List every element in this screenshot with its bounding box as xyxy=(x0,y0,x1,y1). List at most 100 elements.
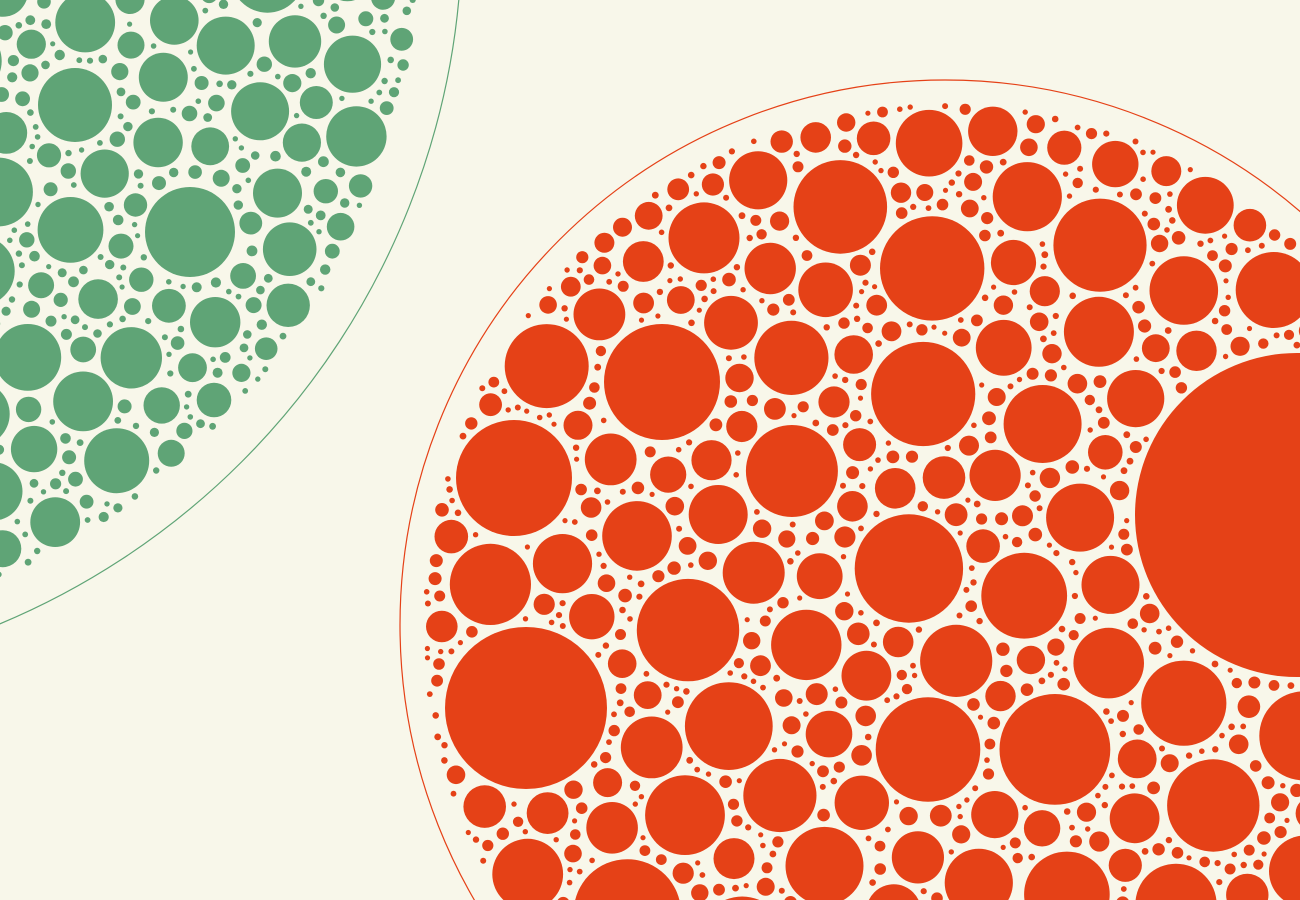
packed-circle xyxy=(133,117,183,168)
packed-circle xyxy=(955,191,963,198)
packed-circle xyxy=(855,705,876,727)
packed-circle xyxy=(754,509,760,515)
packed-circle xyxy=(371,0,395,10)
packed-circle xyxy=(987,388,1006,406)
packed-circle xyxy=(1103,708,1110,715)
packed-circle xyxy=(1271,793,1290,812)
packed-circle xyxy=(60,163,76,179)
packed-circle xyxy=(981,294,989,302)
packed-circle xyxy=(1167,759,1260,852)
packed-circle xyxy=(1028,527,1043,542)
packed-circle xyxy=(746,394,759,407)
packed-circle xyxy=(1152,843,1165,856)
packed-circle xyxy=(1073,627,1144,699)
packed-circle xyxy=(1052,312,1059,320)
packed-circle xyxy=(976,617,983,625)
packed-circle xyxy=(1158,367,1165,375)
packed-circle xyxy=(424,600,431,607)
packed-circle xyxy=(751,138,757,145)
packed-circle xyxy=(1074,124,1081,131)
packed-circle xyxy=(28,272,55,299)
packed-circle xyxy=(548,619,555,626)
packed-circle xyxy=(0,391,10,437)
packed-circle xyxy=(979,160,994,174)
packed-circle xyxy=(68,276,79,288)
packed-circle xyxy=(971,422,977,429)
packed-circle xyxy=(1290,783,1300,797)
packed-circle xyxy=(667,561,681,575)
packed-circle xyxy=(26,158,33,164)
packed-circle xyxy=(915,626,923,633)
packed-circle xyxy=(1087,427,1093,433)
packed-circle xyxy=(665,709,671,715)
packed-circle xyxy=(191,282,202,293)
packed-circle xyxy=(853,315,861,322)
packed-circle xyxy=(564,267,570,273)
packed-circle xyxy=(1226,873,1269,900)
packed-circle xyxy=(19,232,35,248)
packed-circle xyxy=(1047,671,1054,678)
packed-circle xyxy=(1000,844,1006,851)
packed-circle xyxy=(59,469,66,476)
packed-circle xyxy=(1029,276,1060,307)
packed-circle xyxy=(1040,335,1047,343)
packed-circle xyxy=(368,98,374,104)
packed-circle xyxy=(997,229,1005,237)
packed-circle xyxy=(1132,284,1139,291)
packed-circle xyxy=(1067,373,1088,394)
packed-circle xyxy=(0,0,27,17)
packed-circle xyxy=(1092,186,1099,193)
packed-circle xyxy=(1039,241,1046,247)
packed-circle xyxy=(117,31,145,59)
packed-circle xyxy=(212,367,223,378)
packed-circle xyxy=(1095,792,1101,799)
packed-circle xyxy=(999,158,1007,166)
packed-circle xyxy=(55,0,116,53)
packed-circle xyxy=(239,0,296,13)
packed-circle xyxy=(1029,469,1036,476)
packed-circle xyxy=(1024,482,1031,489)
packed-circle xyxy=(1273,332,1280,339)
packed-circle xyxy=(1053,550,1060,557)
packed-circle xyxy=(884,697,891,704)
packed-circle xyxy=(885,440,892,446)
packed-circle xyxy=(50,41,56,47)
packed-circle xyxy=(1147,217,1161,231)
packed-circle xyxy=(0,25,13,41)
packed-circle xyxy=(823,324,830,331)
packed-circle xyxy=(564,780,583,799)
packed-circle xyxy=(575,483,587,496)
packed-circle xyxy=(555,612,563,619)
packed-circle xyxy=(967,698,980,711)
packed-circle xyxy=(279,332,287,340)
packed-circle xyxy=(1118,528,1130,540)
packed-circle xyxy=(0,530,22,568)
packed-circle xyxy=(1038,677,1046,685)
packed-circle xyxy=(123,298,141,315)
packed-circle xyxy=(449,497,455,504)
packed-circle xyxy=(878,167,884,174)
packed-circle xyxy=(1199,856,1210,868)
packed-circle xyxy=(1050,330,1057,336)
packed-circle xyxy=(191,127,230,166)
packed-circle xyxy=(97,140,103,146)
packed-circle xyxy=(797,595,803,601)
packed-circle xyxy=(963,586,970,593)
packed-circle xyxy=(525,313,531,319)
packed-circle xyxy=(380,13,389,23)
packed-circle xyxy=(1165,836,1173,844)
packed-circle xyxy=(1240,861,1247,869)
packed-circle xyxy=(53,292,68,307)
packed-circle xyxy=(727,798,740,810)
packed-circle xyxy=(1135,863,1217,900)
packed-circle xyxy=(32,124,39,130)
packed-circle xyxy=(576,267,583,274)
packed-circle xyxy=(1101,801,1109,809)
packed-circle xyxy=(1160,754,1179,773)
packed-circle xyxy=(208,94,225,112)
packed-circle xyxy=(1117,709,1129,722)
packed-circle xyxy=(851,745,872,766)
packed-circle xyxy=(303,204,313,214)
packed-circle xyxy=(247,70,254,77)
packed-circle xyxy=(1020,683,1034,696)
